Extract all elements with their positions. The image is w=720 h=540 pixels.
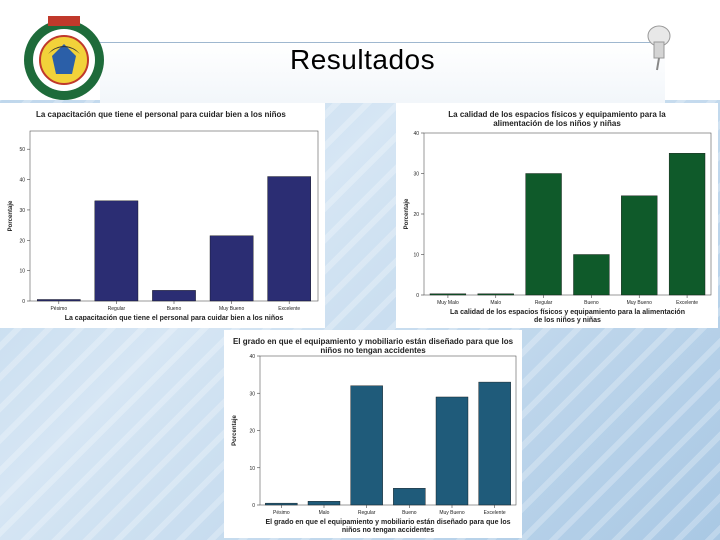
y-tick-label: 20: [249, 429, 255, 435]
plot-area: [423, 132, 712, 296]
bar: [478, 381, 511, 506]
y-axis-label: Porcentaje: [8, 200, 14, 231]
x-tick-label: Regular: [108, 306, 126, 312]
bar: [668, 153, 706, 296]
bar: [265, 502, 298, 506]
x-tick-label: Excelente: [676, 300, 698, 306]
x-tick-label: Regular: [535, 300, 553, 306]
bar: [573, 254, 610, 296]
y-axis-label: Porcentaje: [404, 198, 410, 229]
x-tick-label: Muy Malo: [437, 300, 459, 306]
chart-title: alimentación de los niños y niñas: [493, 119, 621, 128]
chart-grado-equipamiento: El grado en que el equipamiento y mobili…: [232, 337, 517, 534]
x-tick-label: Muy Bueno: [627, 300, 653, 306]
y-axis-label: Porcentaje: [232, 415, 238, 446]
x-tick-label: Pésimo: [273, 510, 290, 516]
x-tick-label: Bueno: [402, 510, 417, 516]
bar: [435, 396, 469, 506]
x-tick-label: Muy Bueno: [219, 306, 245, 312]
x-axis-label: La capacitación que tiene el personal pa…: [65, 315, 284, 322]
chart-panel-3: El grado en que el equipamiento y mobili…: [224, 330, 522, 538]
chart-panel-1: La capacitación que tiene el personal pa…: [0, 103, 325, 328]
chart-title: niños no tengan accidentes: [320, 346, 426, 355]
bar: [307, 501, 341, 506]
title-bar: [100, 42, 665, 103]
y-tick-label: 0: [22, 299, 25, 305]
bar: [209, 235, 254, 302]
chart-title: La calidad de los espacios físicos y equ…: [448, 110, 666, 119]
y-tick-label: 30: [413, 172, 419, 178]
bar: [393, 488, 426, 506]
y-tick-label: 20: [413, 212, 419, 218]
y-tick-label: 0: [416, 293, 419, 299]
x-tick-label: Malo: [490, 300, 501, 306]
chart-calidad-espacios: La calidad de los espacios físicos y equ…: [404, 110, 712, 324]
espe-logo: [24, 16, 104, 100]
x-tick-label: Bueno: [584, 300, 599, 306]
x-tick-label: Bueno: [167, 306, 182, 312]
bar: [152, 290, 196, 302]
y-tick-label: 50: [19, 147, 25, 153]
x-tick-label: Excelente: [484, 510, 506, 516]
bar: [477, 293, 514, 296]
bar: [429, 293, 467, 296]
bar: [94, 200, 139, 302]
y-tick-label: 40: [19, 178, 25, 184]
y-tick-label: 10: [19, 269, 25, 275]
x-tick-label: Malo: [319, 510, 330, 516]
y-tick-label: 30: [249, 391, 255, 397]
bar: [350, 385, 383, 506]
x-axis-label: El grado en que el equipamiento y mobili…: [265, 519, 510, 526]
bar: [525, 173, 562, 296]
chart-title: La capacitación que tiene el personal pa…: [36, 110, 286, 119]
y-tick-label: 10: [249, 466, 255, 472]
y-tick-label: 30: [19, 208, 25, 214]
x-tick-label: Regular: [358, 510, 376, 516]
bar: [621, 195, 658, 296]
y-tick-label: 0: [252, 503, 255, 509]
x-axis-label: La calidad de los espacios físicos y equ…: [450, 309, 685, 316]
plot-area: [259, 355, 517, 506]
x-axis-label: niños no tengan accidentes: [342, 527, 434, 534]
x-tick-label: Excelente: [278, 306, 300, 312]
x-tick-label: Pésimo: [50, 306, 67, 312]
page-title: Resultados: [290, 44, 436, 75]
pin-icon: [647, 25, 671, 71]
y-tick-label: 40: [249, 354, 255, 360]
chart-capacitacion: La capacitación que tiene el personal pa…: [8, 110, 319, 322]
bar: [267, 176, 312, 302]
y-tick-label: 10: [413, 253, 419, 259]
x-axis-label: de los niños y niñas: [534, 317, 601, 324]
x-tick-label: Muy Bueno: [439, 510, 465, 516]
chart-panel-2: La calidad de los espacios físicos y equ…: [396, 103, 718, 328]
bar: [37, 299, 81, 302]
chart-title: El grado en que el equipamiento y mobili…: [233, 337, 514, 346]
y-tick-label: 20: [19, 238, 25, 244]
y-tick-label: 40: [413, 131, 419, 137]
